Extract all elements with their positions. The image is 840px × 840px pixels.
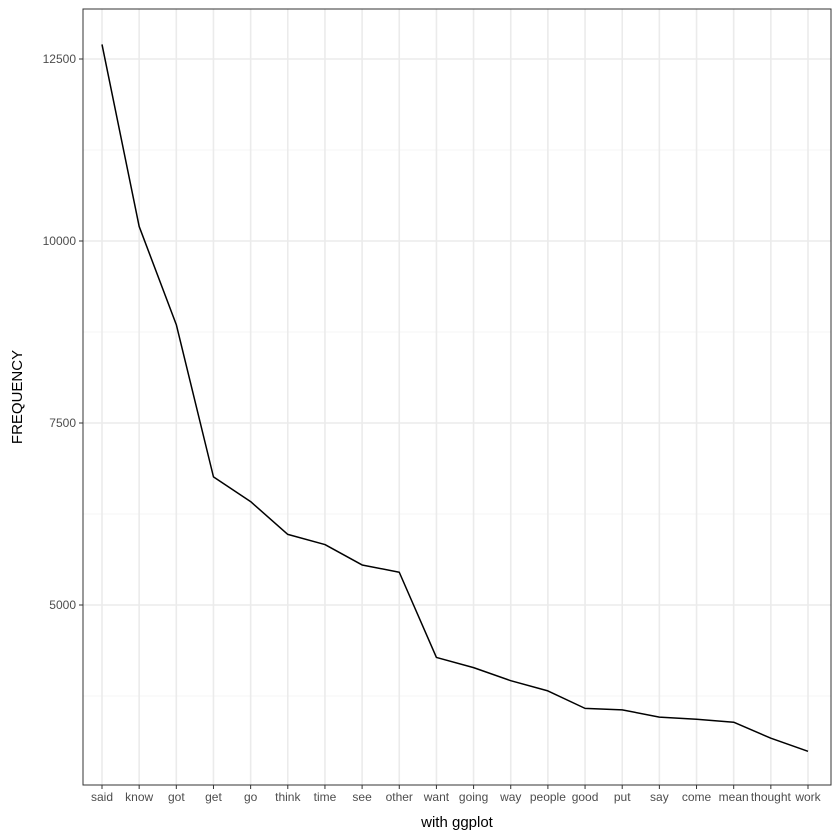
major-gridlines (83, 9, 831, 785)
x-tick-label-said: said (91, 790, 113, 804)
y-tick-label: 5000 (49, 598, 76, 612)
x-tick-label-think: think (275, 790, 301, 804)
x-tick-label-say: say (650, 790, 669, 804)
y-tick-label: 10000 (43, 234, 77, 248)
x-tick-label-see: see (352, 790, 372, 804)
x-tick-label-get: get (205, 790, 222, 804)
series-line (101, 44, 809, 753)
x-tick-label-going: going (459, 790, 488, 804)
x-tick-label-put: put (614, 790, 631, 804)
y-axis-title: FREQUENCY (9, 350, 26, 444)
x-tick-label-come: come (682, 790, 712, 804)
y-axis-tick-labels: 5000 7500 10000 12500 (43, 52, 77, 612)
x-tick-label-know: know (125, 790, 153, 804)
x-tick-label-thought: thought (751, 790, 792, 804)
panel-border (82, 8, 832, 786)
x-tick-label-mean: mean (719, 790, 749, 804)
x-tick-label-want: want (423, 790, 450, 804)
x-tick-label-go: go (244, 790, 258, 804)
y-tick-label: 12500 (43, 52, 77, 66)
series-layer (101, 44, 809, 753)
x-tick-label-people: people (530, 790, 566, 804)
x-tick-label-way: way (499, 790, 521, 804)
x-tick-label-work: work (794, 790, 821, 804)
y-tick-label: 7500 (49, 416, 76, 430)
x-axis-title: with ggplot (420, 814, 494, 831)
minor-gridlines (83, 149, 831, 697)
x-tick-label-time: time (314, 790, 337, 804)
x-axis-tick-labels: said know got get go think time see other want goi… (91, 790, 822, 804)
axis-ticks (79, 58, 809, 789)
x-tick-label-other: other (386, 790, 413, 804)
x-tick-label-good: good (572, 790, 599, 804)
x-tick-label-got: got (168, 790, 185, 804)
